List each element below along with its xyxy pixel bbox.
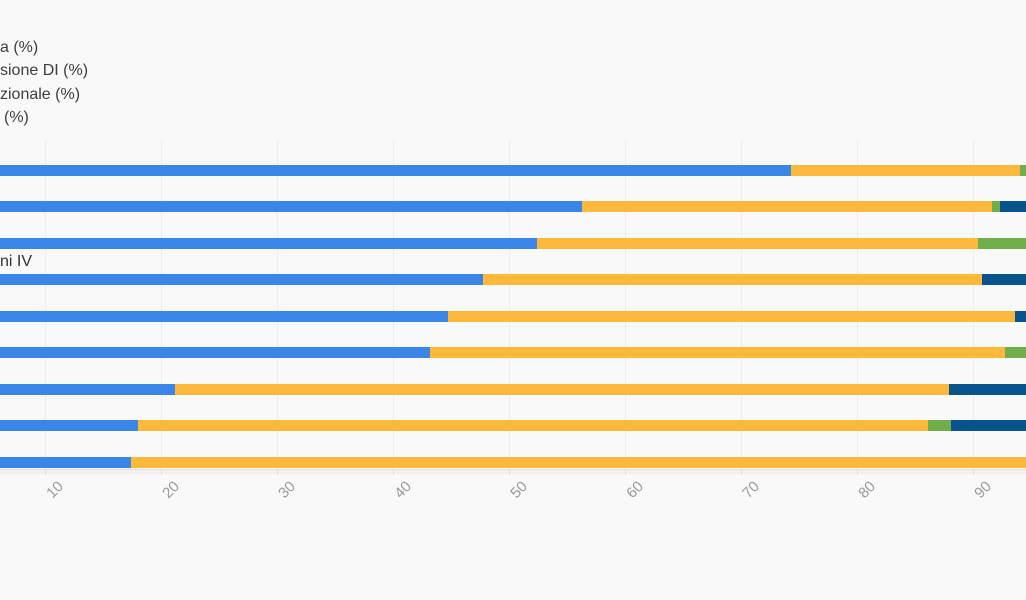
bar-segment-series-navy[interactable]: [951, 420, 1026, 432]
legend-item[interactable]: sione DI (%): [0, 62, 89, 80]
x-axis-tick: [741, 470, 743, 475]
gridline: [45, 141, 46, 469]
x-axis-tick: [161, 470, 163, 475]
bar-segment-series-green[interactable]: [928, 420, 952, 432]
bar-segment-series-navy[interactable]: [1015, 310, 1026, 322]
bar-segment-series-blue[interactable]: [0, 420, 138, 432]
x-axis-tick: [625, 470, 627, 475]
x-tick-label: 90: [971, 478, 996, 502]
bar-segment-series-green[interactable]: [992, 201, 1001, 213]
gridline: [741, 141, 743, 469]
x-axis-tick: [393, 470, 395, 475]
bar-segment-series-orange[interactable]: [130, 456, 1026, 468]
gridline: [509, 141, 511, 469]
gridline: [857, 141, 859, 469]
bar-segment-series-blue[interactable]: [0, 201, 583, 213]
gridline: [625, 141, 627, 469]
bar-segment-series-green[interactable]: [978, 237, 1026, 249]
gridline: [277, 141, 279, 469]
x-axis-tick: [509, 470, 511, 475]
x-axis-tick: [973, 470, 975, 475]
x-tick-label: 10: [43, 478, 68, 502]
x-axis-tick: [857, 470, 859, 475]
bar-segment-series-orange[interactable]: [791, 164, 1020, 176]
bar-segment-series-orange[interactable]: [537, 237, 979, 249]
x-tick-label: 30: [275, 478, 300, 502]
x-tick-label: 20: [159, 478, 184, 502]
bar-segment-series-orange[interactable]: [175, 383, 950, 395]
bar-segment-series-blue[interactable]: [0, 237, 537, 249]
bar-segment-series-navy[interactable]: [949, 383, 1026, 395]
gridline: [973, 141, 975, 469]
x-tick-label: 70: [739, 478, 764, 502]
legend-item[interactable]: (%): [4, 109, 29, 127]
bar-segment-series-green[interactable]: [1004, 347, 1026, 359]
x-axis-band: [0, 469, 1026, 474]
category-label-fragment: ni IV: [0, 253, 33, 270]
gridline: [393, 141, 395, 469]
x-tick-label: 60: [623, 478, 648, 502]
bar-segment-series-blue[interactable]: [0, 347, 431, 359]
bar-segment-series-blue[interactable]: [0, 383, 175, 395]
bar-segment-series-orange[interactable]: [482, 274, 982, 286]
x-axis-line: [0, 469, 1026, 470]
bar-segment-series-orange[interactable]: [430, 347, 1005, 359]
bar-segment-series-green[interactable]: [1019, 164, 1026, 176]
x-tick-label: 80: [855, 478, 880, 502]
bar-segment-series-orange[interactable]: [582, 201, 992, 213]
bar-segment-series-orange[interactable]: [137, 420, 929, 432]
x-axis-tick: [45, 470, 46, 475]
bar-segment-series-blue[interactable]: [0, 310, 448, 322]
x-axis-tick: [277, 470, 279, 475]
legend-item[interactable]: a (%): [0, 39, 39, 56]
bar-segment-series-orange[interactable]: [447, 310, 1016, 322]
bar-segment-series-navy[interactable]: [1000, 201, 1026, 213]
x-tick-label: 50: [507, 478, 532, 502]
x-tick-label: 40: [391, 478, 416, 502]
bar-segment-series-navy[interactable]: [981, 274, 1026, 286]
bar-segment-series-blue[interactable]: [0, 164, 792, 176]
bar-segment-series-blue[interactable]: [0, 456, 131, 468]
gridline: [161, 141, 163, 469]
legend-item[interactable]: zionale (%): [0, 85, 81, 103]
bar-segment-series-blue[interactable]: [0, 274, 483, 286]
chart-legend: a (%) sione DI (%) zionale (%) (%): [0, 36, 88, 130]
